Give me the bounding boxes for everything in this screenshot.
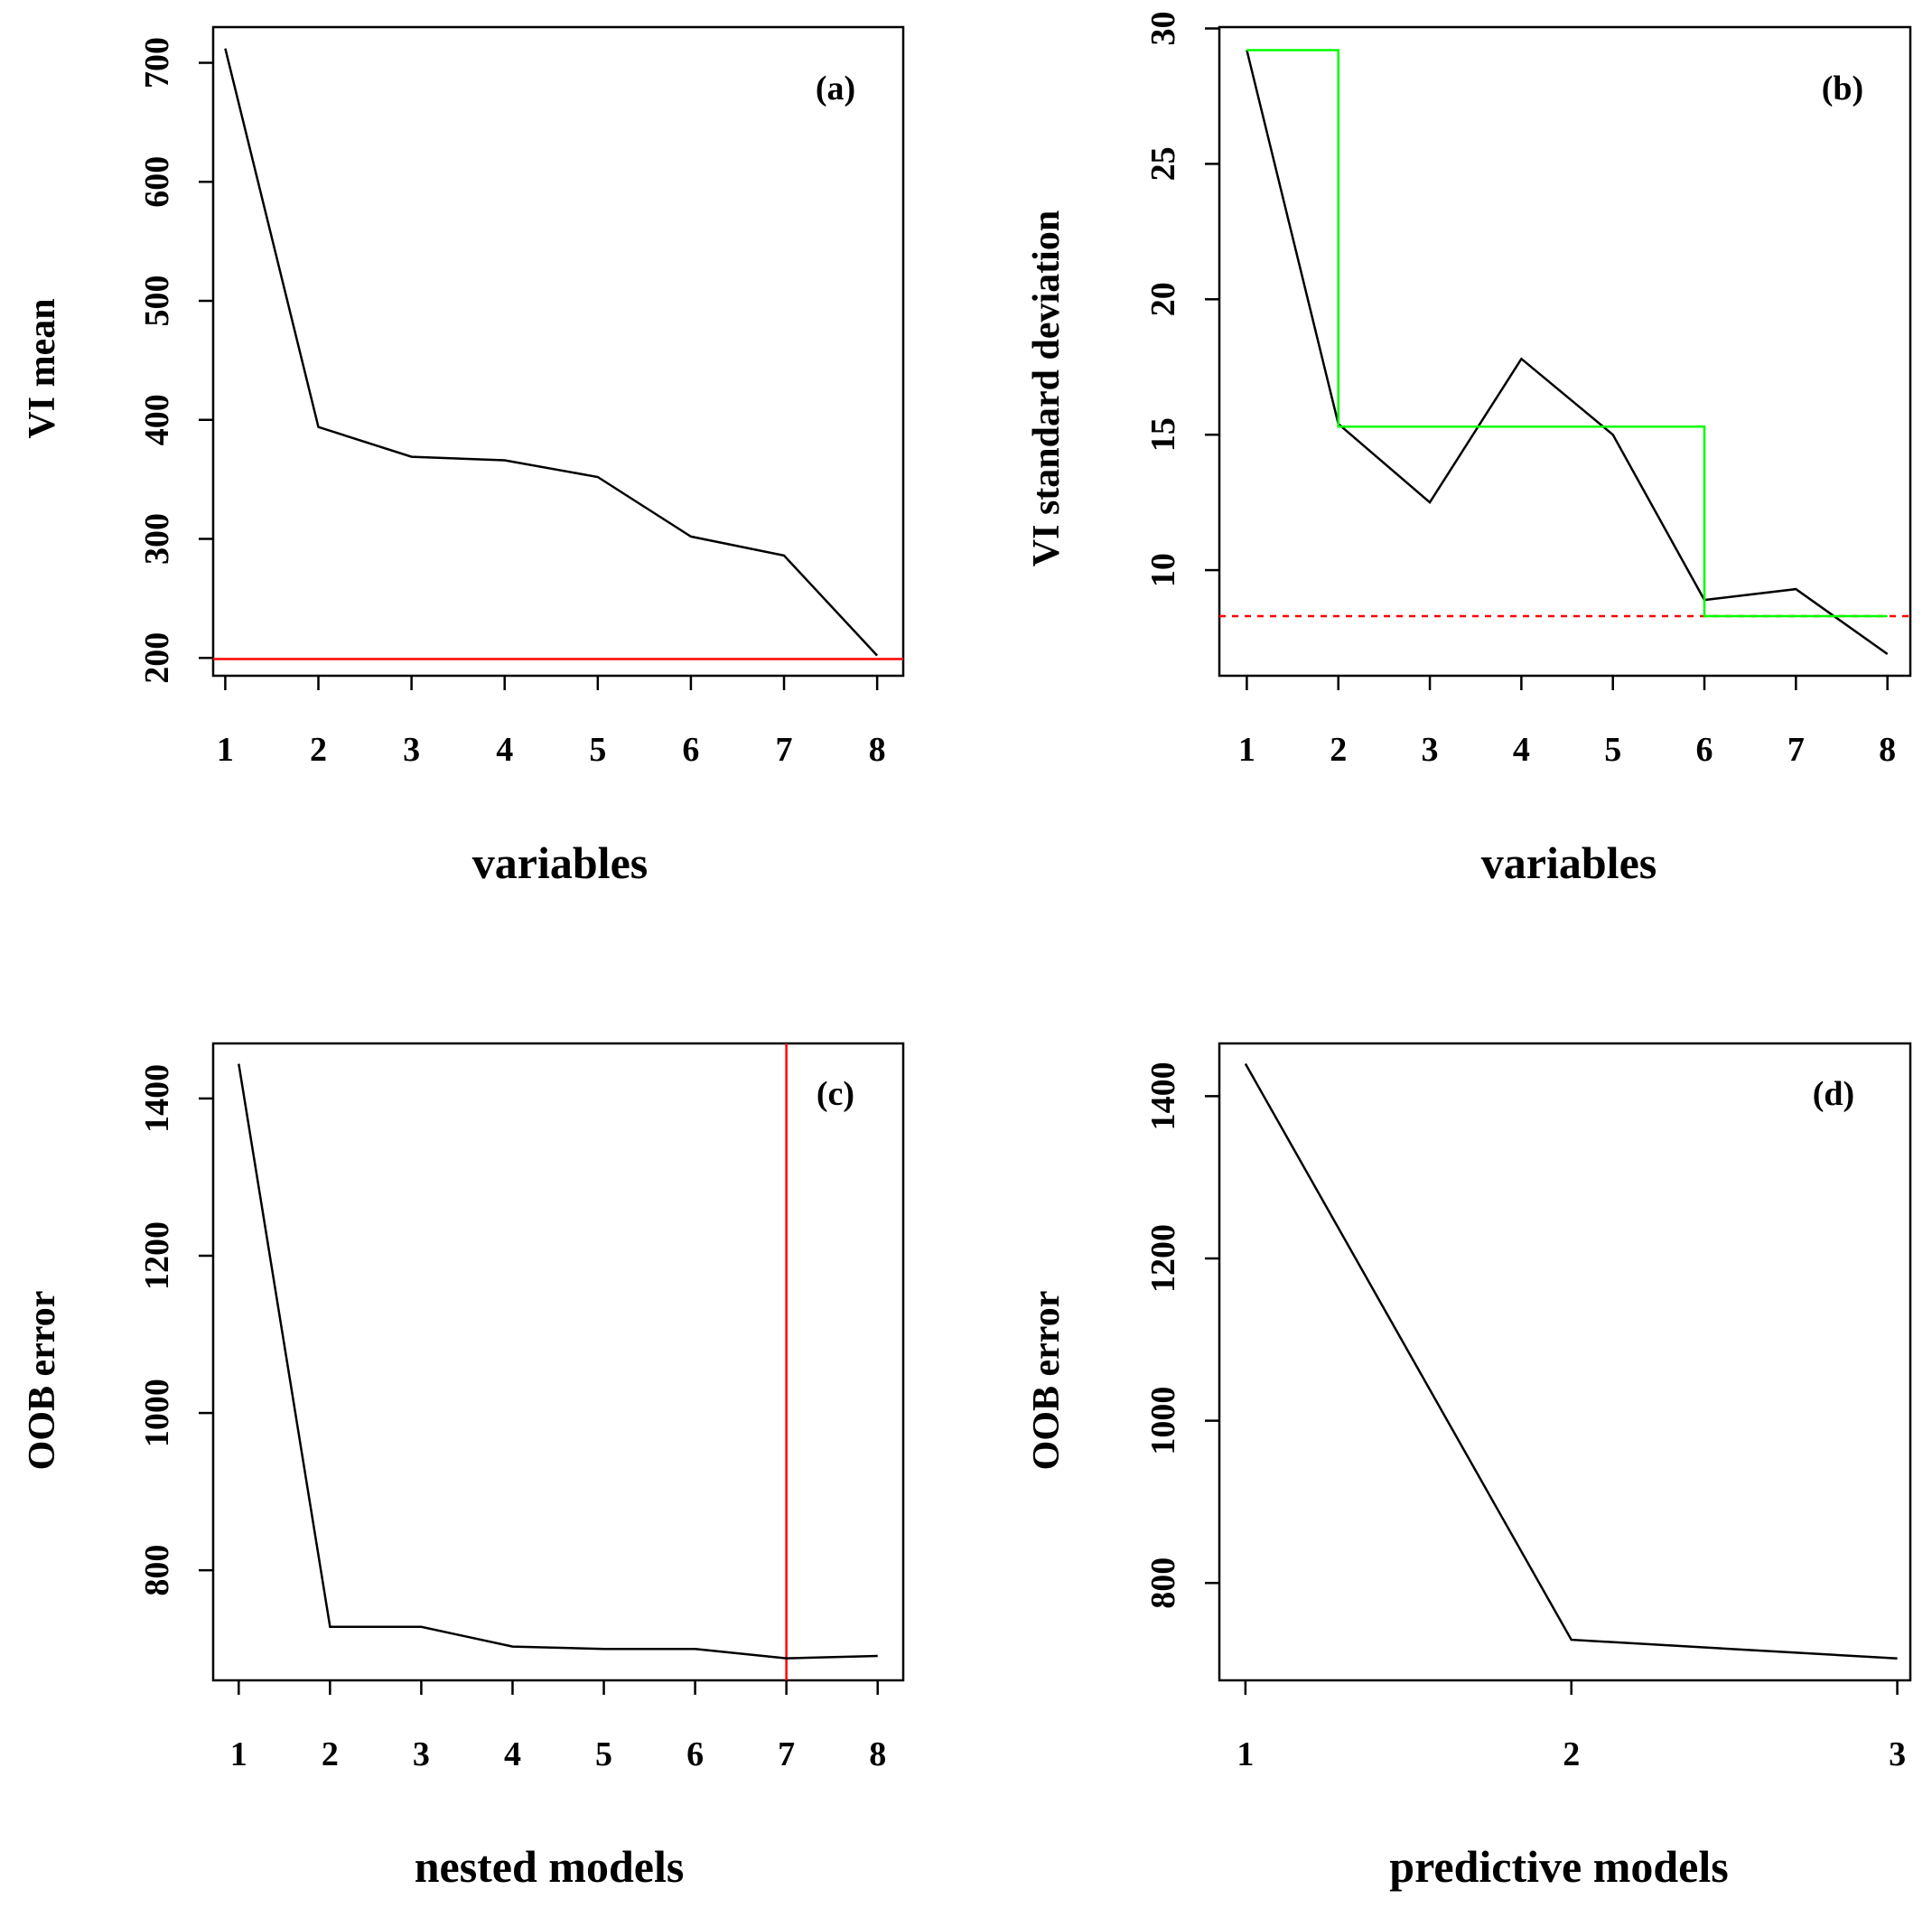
panel-b-xtick-label: 4 <box>1513 731 1530 769</box>
panel-d-xlabel: predictive models <box>1389 1841 1728 1892</box>
panel-d-ytick-label: 1000 <box>1144 1387 1182 1455</box>
panel-a-ytick-label: 400 <box>138 394 176 445</box>
panel-a-xtick-label: 5 <box>589 731 606 769</box>
panel-c-ytick-label: 800 <box>138 1545 176 1596</box>
panel-a-xtick-label: 4 <box>496 731 513 769</box>
panel-b-series-step-fit <box>1246 49 1888 618</box>
panel-a-ytick-label: 200 <box>138 632 176 684</box>
panel-b-ytick-label: 10 <box>1144 553 1182 587</box>
panel-c-ylabel: OOB error <box>22 1291 63 1471</box>
panel-a-xlabel: variables <box>472 837 648 888</box>
panel-d-ytick-label: 1400 <box>1144 1062 1182 1130</box>
panel-a-xtick-label: 3 <box>403 731 420 769</box>
panel-b-ylabel: VI standard deviation <box>1026 210 1068 566</box>
panel-b-ytick-label: 25 <box>1144 146 1182 181</box>
panel-a-tag: (a) <box>816 70 855 108</box>
panel-b-xtick-label: 6 <box>1696 731 1713 769</box>
panel-c-xtick-label: 5 <box>595 1735 612 1773</box>
panel-c-xtick-label: 2 <box>322 1735 339 1773</box>
panel-b-frame <box>1218 25 1912 678</box>
panel-d-xtick-label: 2 <box>1563 1735 1580 1773</box>
panel-d-ytick-label: 800 <box>1144 1557 1182 1609</box>
panel-a-ytick-label: 600 <box>138 156 176 208</box>
panel-a-frame <box>211 25 905 678</box>
panel-b-ytick-label: 30 <box>1144 11 1182 45</box>
panel-a-xtick-label: 7 <box>776 731 793 769</box>
panel-b-xtick-label: 5 <box>1604 731 1621 769</box>
panel-c-xtick-label: 3 <box>413 1735 430 1773</box>
panel-b-xlabel: variables <box>1481 837 1657 888</box>
panel-a-xtick-label: 2 <box>310 731 327 769</box>
panel-b-series-line <box>1246 50 1889 656</box>
panel-a-ytick-label: 500 <box>138 276 176 327</box>
panel-c-series-line <box>238 1063 878 1660</box>
panel-c-xlabel: nested models <box>415 1841 685 1892</box>
panel-c-xtick-label: 8 <box>869 1735 886 1773</box>
panel-b-ytick-label: 20 <box>1144 282 1182 316</box>
panel-a-xtick-label: 6 <box>682 731 699 769</box>
panel-d-xtick-label: 3 <box>1889 1735 1906 1773</box>
panel-b-tag: (b) <box>1822 70 1863 108</box>
panel-c-ytick-label: 1000 <box>138 1379 176 1447</box>
panel-a: (a) variables VI mean 1 2 3 4 5 6 7 8 200 300 400 5… <box>22 25 905 888</box>
panel-a-ytick-label: 300 <box>138 513 176 565</box>
panel-a-xtick-label: 8 <box>869 731 886 769</box>
panel-b: (b) variables VI standard deviation 1 2 3 4… <box>1026 11 1912 888</box>
panel-d-xtick-label: 1 <box>1237 1735 1254 1773</box>
panel-c-frame <box>211 1042 905 1682</box>
panel-b-xtick-label: 3 <box>1422 731 1439 769</box>
panel-c: (c) nested models OOB error 1 2 3 4 5 6 7 8 800 1… <box>22 1042 905 1892</box>
panel-d-ytick-label: 1200 <box>1144 1224 1182 1293</box>
panel-a-series-line <box>224 48 879 657</box>
panel-b-xtick-label: 7 <box>1787 731 1805 769</box>
panel-c-xtick-label: 4 <box>504 1735 521 1773</box>
panel-c-ytick-label: 1200 <box>138 1221 176 1290</box>
panel-d-tag: (d) <box>1813 1075 1854 1113</box>
panel-c-xtick-label: 1 <box>230 1735 247 1773</box>
panel-c-ytick-label: 1400 <box>138 1064 176 1133</box>
panel-d: (d) predictive models OOB error 1 2 3 800 10… <box>1026 1042 1912 1892</box>
panel-c-xtick-label: 6 <box>686 1735 704 1773</box>
panel-d-ylabel: OOB error <box>1026 1291 1068 1471</box>
panel-d-frame <box>1218 1042 1912 1682</box>
panel-b-ytick-label: 15 <box>1144 417 1182 452</box>
panel-b-xtick-label: 8 <box>1879 731 1896 769</box>
panel-a-xtick-label: 1 <box>217 731 234 769</box>
panel-b-xtick-label: 2 <box>1330 731 1347 769</box>
panel-c-tag: (c) <box>817 1075 854 1113</box>
panel-c-xtick-label: 7 <box>778 1735 795 1773</box>
panel-d-series-line <box>1244 1062 1898 1660</box>
panel-b-xtick-label: 1 <box>1238 731 1255 769</box>
panel-a-ytick-label: 700 <box>138 37 176 89</box>
panel-a-ylabel: VI mean <box>22 298 63 438</box>
